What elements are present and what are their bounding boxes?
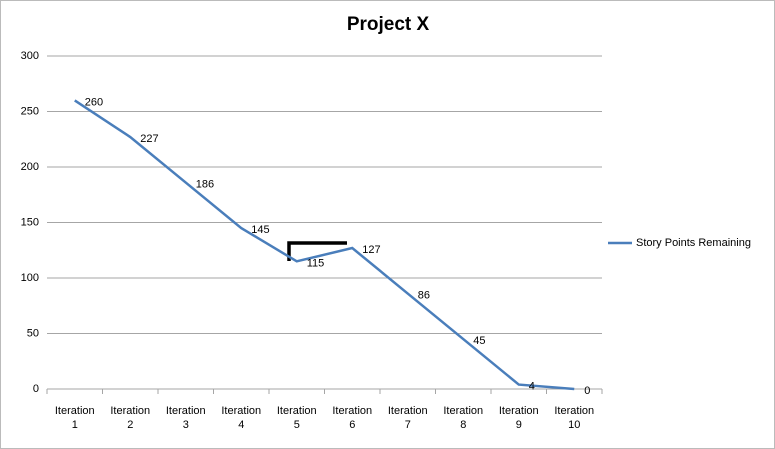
y-tick-label: 100 (21, 272, 39, 284)
data-label: 127 (362, 244, 380, 256)
chart-title: Project X (347, 14, 430, 35)
y-tick-label: 300 (21, 50, 39, 62)
data-label: 227 (140, 133, 158, 145)
y-tick-label: 250 (21, 105, 39, 117)
y-tick-label: 50 (27, 327, 39, 339)
x-tick-label: Iteration 3 (165, 405, 206, 431)
annotation-bracket (287, 241, 347, 261)
x-tick-label: Iteration 10 (554, 405, 595, 431)
y-tick-label: 0 (33, 383, 39, 395)
data-label: 145 (251, 224, 269, 236)
legend-label: Story Points Remaining (636, 237, 751, 249)
data-label: 186 (196, 178, 214, 190)
data-label: 115 (307, 257, 325, 269)
data-label: 45 (473, 335, 485, 347)
data-label: 0 (584, 385, 590, 397)
data-label: 86 (418, 289, 430, 301)
x-tick-label: Iteration 7 (387, 405, 428, 431)
x-tick-label: Iteration 9 (498, 405, 539, 431)
series-line (74, 99, 575, 391)
y-tick-label: 200 (21, 161, 39, 173)
data-label: 260 (85, 96, 103, 108)
x-tick-label: Iteration 6 (332, 405, 373, 431)
x-tick-label: Iteration 4 (221, 405, 262, 431)
y-tick-label: 150 (21, 216, 39, 228)
data-label: 4 (529, 380, 535, 392)
x-tick-label: Iteration 2 (110, 405, 151, 431)
x-tick-label: Iteration 1 (54, 405, 95, 431)
x-tick-label: Iteration 8 (443, 405, 484, 431)
x-tick-label: Iteration 5 (276, 405, 317, 431)
